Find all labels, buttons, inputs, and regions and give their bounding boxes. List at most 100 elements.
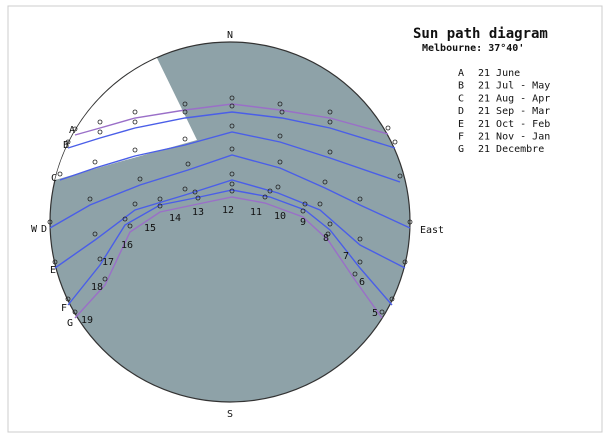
hour-dot bbox=[379, 309, 385, 315]
hour-label: 7 bbox=[343, 251, 349, 262]
north: N bbox=[227, 30, 233, 41]
hour-dot bbox=[300, 208, 306, 214]
hour-dot bbox=[357, 196, 363, 202]
curve-letter: B bbox=[63, 140, 69, 151]
west: W bbox=[31, 224, 38, 235]
legend-letter: E bbox=[458, 119, 464, 130]
hour-dot bbox=[157, 203, 163, 209]
legend-letter: G bbox=[458, 144, 464, 155]
legend-letter: C bbox=[458, 93, 464, 104]
hour-label: 11 bbox=[250, 207, 262, 218]
hour-dot bbox=[97, 129, 103, 135]
hour-dot bbox=[185, 161, 191, 167]
hour-label: 8 bbox=[323, 233, 329, 244]
hour-label: 12 bbox=[222, 205, 234, 216]
hour-label: 13 bbox=[192, 207, 204, 218]
hour-label: 19 bbox=[81, 315, 93, 326]
hour-dot bbox=[352, 271, 358, 277]
east: East bbox=[420, 225, 444, 236]
legend-label: 21 Jul - May bbox=[478, 81, 550, 92]
hour-dot bbox=[407, 219, 413, 225]
sun-path bbox=[74, 103, 389, 136]
hour-label: 5 bbox=[372, 308, 378, 319]
hour-dot bbox=[132, 201, 138, 207]
hour-dot bbox=[277, 159, 283, 165]
hour-dot bbox=[277, 133, 283, 139]
hour-dot bbox=[65, 296, 71, 302]
hour-dot bbox=[97, 256, 103, 262]
legend-letter: D bbox=[458, 106, 464, 117]
hour-dot bbox=[327, 149, 333, 155]
hour-dot bbox=[157, 196, 163, 202]
hour-dot bbox=[137, 176, 143, 182]
hour-dot bbox=[182, 136, 188, 142]
hour-dot bbox=[302, 201, 308, 207]
hour-dot bbox=[357, 259, 363, 265]
hour-dot bbox=[385, 125, 391, 131]
hour-dot bbox=[357, 236, 363, 242]
hour-dot bbox=[229, 171, 235, 177]
legend-label: 21 Decembre bbox=[478, 144, 544, 155]
hour-dot bbox=[327, 109, 333, 115]
legend-letter: A bbox=[458, 68, 464, 79]
hour-dot bbox=[92, 159, 98, 165]
title: Sun path diagram bbox=[413, 26, 548, 42]
hour-dot bbox=[229, 188, 235, 194]
hour-label: 9 bbox=[300, 217, 306, 228]
sun-path bbox=[74, 196, 383, 319]
hour-dot bbox=[127, 223, 133, 229]
hour-dot bbox=[57, 171, 63, 177]
curve-letter: E bbox=[50, 265, 56, 276]
hour-dot bbox=[132, 147, 138, 153]
hour-dot bbox=[65, 139, 71, 145]
sun-path bbox=[59, 131, 401, 183]
hour-dot bbox=[102, 276, 108, 282]
hour-dot bbox=[132, 119, 138, 125]
hour-dot bbox=[262, 194, 268, 200]
legend-label: 21 Sep - Mar bbox=[478, 106, 550, 117]
legend-letter: B bbox=[458, 81, 464, 92]
hour-dot bbox=[322, 179, 328, 185]
subtitle: Melbourne: 37°40' bbox=[422, 43, 524, 54]
hour-dot bbox=[325, 231, 331, 237]
hour-dot bbox=[317, 201, 323, 207]
sun-path bbox=[49, 154, 411, 229]
hour-label: 6 bbox=[359, 277, 365, 288]
hour-dot bbox=[47, 219, 53, 225]
sun-paths bbox=[47, 95, 413, 319]
hour-dot bbox=[52, 259, 58, 265]
hour-dot bbox=[229, 181, 235, 187]
hour-dot bbox=[277, 101, 283, 107]
hour-dot bbox=[267, 188, 273, 194]
hour-dot bbox=[72, 126, 78, 132]
hour-dot bbox=[229, 95, 235, 101]
hour-dot bbox=[87, 196, 93, 202]
hour-label: 15 bbox=[144, 223, 156, 234]
hour-dot bbox=[132, 109, 138, 115]
hour-label: 17 bbox=[102, 257, 114, 268]
curve-letter: A bbox=[69, 125, 75, 136]
hour-dot bbox=[389, 296, 395, 302]
sun-path bbox=[67, 189, 393, 306]
hour-dot bbox=[279, 109, 285, 115]
curve-letter: D bbox=[41, 224, 47, 235]
hour-dot bbox=[182, 186, 188, 192]
hour-dot bbox=[229, 123, 235, 129]
curve-letter: C bbox=[51, 173, 57, 184]
sun-path bbox=[67, 111, 396, 149]
hour-dot bbox=[229, 146, 235, 152]
hour-dot bbox=[195, 195, 201, 201]
hour-label: 10 bbox=[274, 211, 286, 222]
hour-dot bbox=[72, 309, 78, 315]
legend-label: 21 June bbox=[478, 68, 520, 79]
hour-dot bbox=[182, 109, 188, 115]
hour-dot bbox=[275, 184, 281, 190]
legend-label: 21 Oct - Feb bbox=[478, 119, 550, 130]
hour-dot bbox=[92, 231, 98, 237]
south: S bbox=[227, 409, 233, 420]
hour-label: 18 bbox=[91, 282, 103, 293]
hour-dot bbox=[327, 119, 333, 125]
hour-dot bbox=[97, 119, 103, 125]
hour-label: 14 bbox=[169, 213, 181, 224]
curve-letter: F bbox=[61, 303, 67, 314]
